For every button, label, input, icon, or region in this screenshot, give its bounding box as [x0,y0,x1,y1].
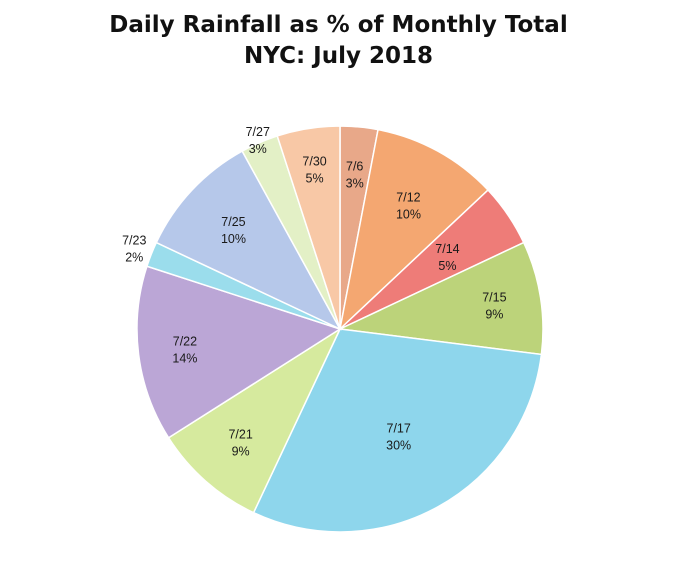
slice-label-7-15: 7/15 9% [482,291,506,322]
slice-label-percent: 3% [249,142,267,156]
pie-slices [136,125,544,533]
chart-subtitle: NYC: July 2018 [244,43,433,69]
slice-label-percent: 10% [221,232,246,246]
pie-slice-7-17 [252,328,543,533]
pie-slice-7-22 [136,265,342,439]
slice-label-percent: 10% [396,207,421,221]
chart-title: Daily Rainfall as % of Monthly Total [109,12,568,38]
slice-label-7-30: 7/30 5% [302,155,326,186]
pie-slice-7-25 [155,150,342,331]
slice-label-date: 7/27 [246,125,270,139]
slice-label-percent: 9% [232,445,250,459]
slice-label-7-12: 7/12 10% [396,190,421,221]
slice-label-7-27: 7/27 3% [246,125,270,156]
slice-label-date: 7/23 [122,234,146,248]
slice-label-7-23: 7/23 2% [122,234,146,265]
slice-label-date: 7/22 [173,335,197,349]
pie-slice-7-12 [338,128,490,332]
slice-label-percent: 30% [386,439,411,453]
slice-label-date: 7/15 [482,291,506,305]
slice-label-date: 7/14 [435,242,459,256]
slice-label-date: 7/30 [302,155,326,169]
slice-label-percent: 2% [125,251,143,265]
slice-label-date: 7/12 [396,190,420,204]
slice-label-percent: 9% [485,308,503,322]
slice-label-percent: 14% [172,352,197,366]
slice-label-date: 7/17 [387,422,411,436]
slice-label-percent: 3% [346,176,364,190]
slice-label-7-17: 7/17 30% [386,422,411,453]
slice-label-percent: 5% [306,172,324,186]
slice-label-date: 7/25 [221,215,245,229]
slice-label-7-22: 7/22 14% [172,335,197,366]
chart-title-block: Daily Rainfall as % of Monthly Total NYC… [0,10,677,72]
slice-label-percent: 5% [438,259,456,273]
slice-label-7-6: 7/6 3% [346,159,364,190]
pie-slice-7-15 [337,241,544,356]
pie-slice-7-30 [276,125,341,330]
pie-slice-7-21 [167,326,342,514]
slice-label-date: 7/6 [346,159,363,173]
slice-label-7-25: 7/25 10% [221,215,246,246]
slice-label-date: 7/21 [228,428,252,442]
slice-label-7-14: 7/14 5% [435,242,459,273]
slice-label-7-21: 7/21 9% [228,428,252,459]
pie-labels: 7/6 3%7/12 10%7/14 5%7/15 9%7/17 30%7/21 9%7/2… [122,125,506,459]
